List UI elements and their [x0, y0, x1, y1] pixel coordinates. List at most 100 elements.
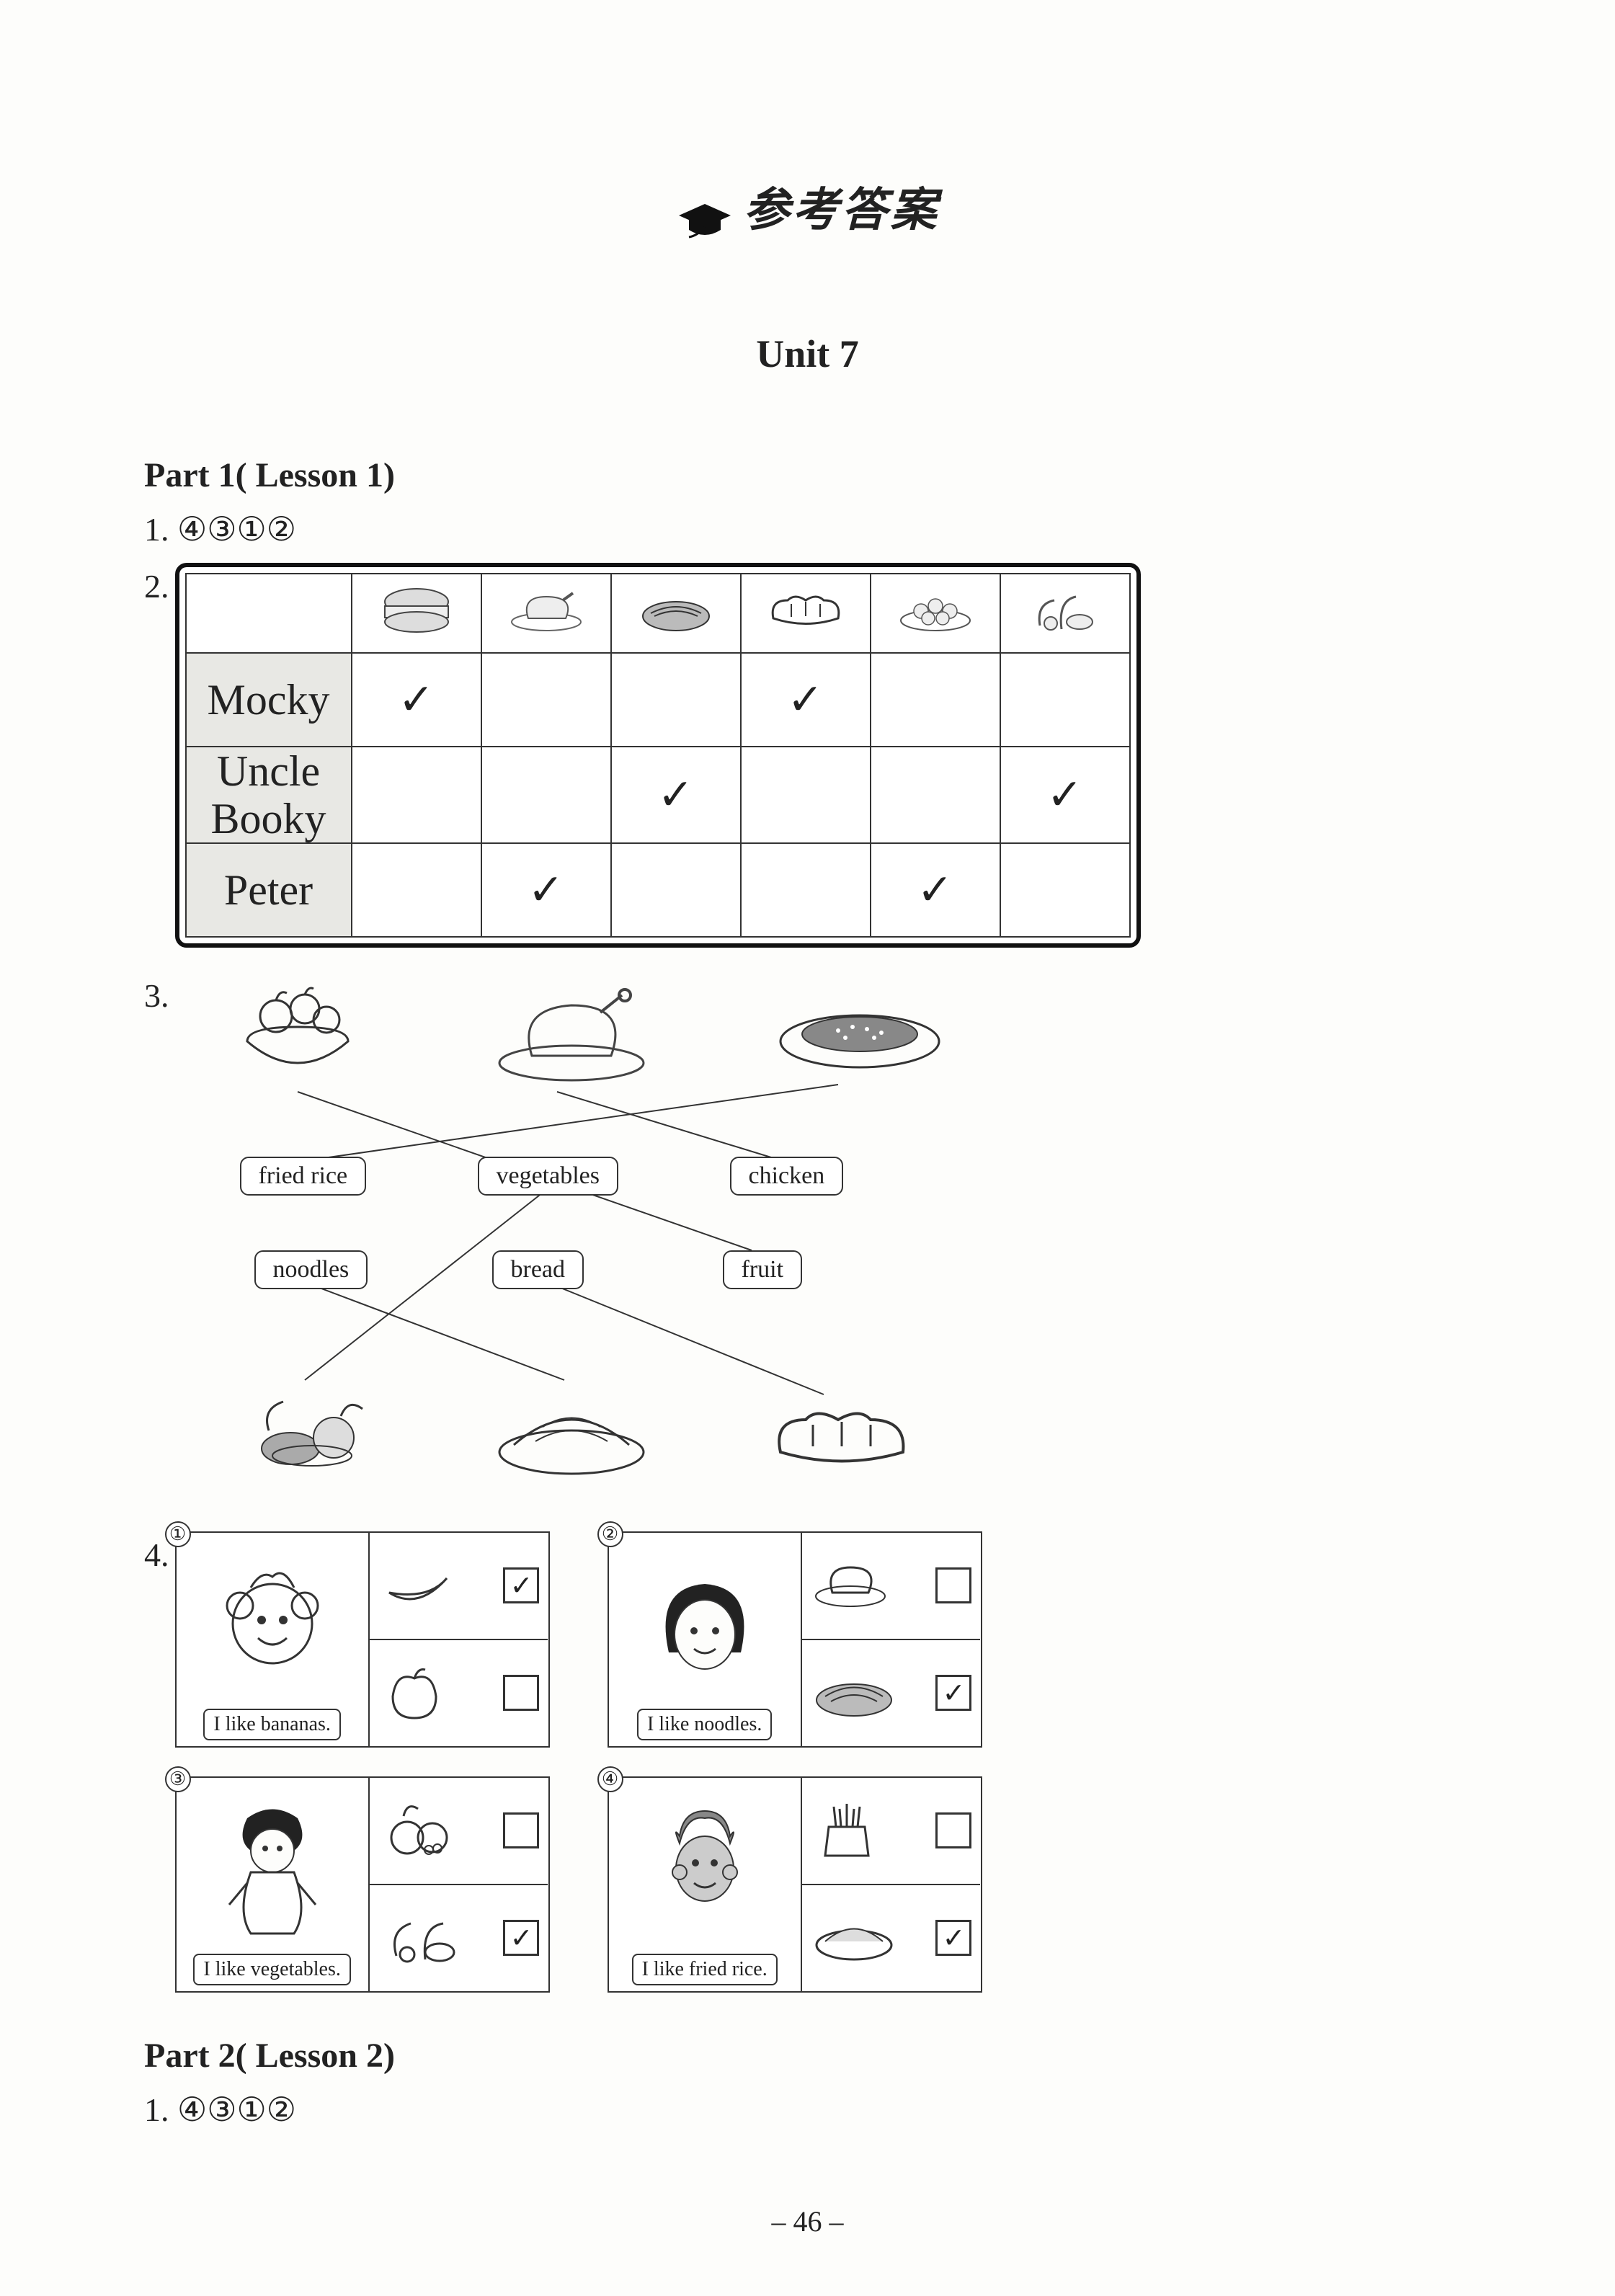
q2-cell [611, 843, 741, 937]
boy-icon [644, 1804, 766, 1948]
q2-cell [741, 843, 871, 937]
check-icon: ✓ [943, 1922, 966, 1954]
main-title: 参考答案 [744, 184, 940, 236]
q4-panel-4: ④ I like fried rice. ✓ [608, 1776, 982, 1993]
part1-q3: 3. fri [144, 976, 1471, 1495]
checkbox-checked: ✓ [503, 1567, 539, 1603]
q3-diagram: fried rice vegetables chicken noodles br… [175, 976, 1112, 1495]
q4-panel-2: ② I like noodles. ✓ [608, 1531, 982, 1748]
q4-caption: I like fried rice. [632, 1954, 778, 1985]
q4-option-top [802, 1778, 981, 1884]
q4-character: I like fried rice. [609, 1778, 802, 1991]
q4-options: ✓ [370, 1778, 548, 1991]
q2-cell: ✓ [481, 843, 611, 937]
checkbox-empty [935, 1567, 971, 1603]
q2-cell [741, 747, 871, 843]
q3-number: 3. [144, 976, 169, 1015]
part1-q4: 4. ① I like bananas. ✓ [144, 1531, 1471, 1993]
q2-row-mocky: Mocky ✓ ✓ [186, 653, 1130, 747]
apple-icon [378, 1660, 450, 1725]
part1-q1: 1. ④③①② [144, 510, 1471, 548]
banana-icon [378, 1560, 458, 1611]
check-icon: ✓ [657, 770, 693, 819]
q2-cell [352, 747, 481, 843]
q2-cell: ✓ [741, 653, 871, 747]
q4-options: ✓ [802, 1533, 981, 1746]
q2-row-peter: Peter ✓ ✓ [186, 843, 1130, 937]
q2-cell: ✓ [611, 747, 741, 843]
fries-icon [811, 1798, 883, 1863]
q4-caption: I like vegetables. [193, 1954, 350, 1985]
page: 参考答案 Unit 7 Part 1( Lesson 1) 1. ④③①② 2. [0, 0, 1615, 2296]
match-line [308, 1085, 838, 1160]
q2-name-mocky: Mocky [186, 653, 352, 747]
q2-cell: ✓ [352, 653, 481, 747]
q4-option-top [370, 1778, 548, 1884]
q2-food-chicken [481, 574, 611, 653]
chicken-icon [811, 1557, 890, 1614]
q2-food-noodles [611, 574, 741, 653]
q2-cell [352, 843, 481, 937]
p2-q1-answer-3: ① [237, 2091, 267, 2128]
fruit-basket-icon [226, 976, 370, 1095]
girl-icon [640, 1566, 770, 1703]
q4-option-bot: ✓ [802, 1639, 981, 1746]
vegetables-icon [378, 1905, 465, 1970]
checkbox-checked: ✓ [935, 1675, 971, 1711]
q4-caption: I like noodles. [637, 1709, 772, 1740]
q2-cell [1000, 843, 1130, 937]
q4-options: ✓ [370, 1533, 548, 1746]
q1-answer-1: ④ [177, 511, 207, 548]
q4-option-bot: ✓ [802, 1884, 981, 1991]
check-icon: ✓ [787, 675, 823, 724]
q4-option-top [802, 1533, 981, 1639]
q2-table-frame: Mocky ✓ ✓ Uncle Booky ✓ ✓ [175, 563, 1141, 948]
check-icon: ✓ [510, 1570, 533, 1602]
q2-row-uncle-booky: Uncle Booky ✓ ✓ [186, 747, 1130, 843]
q4-panel-3: ③ I like vegetables. ✓ [175, 1776, 550, 1993]
word-chicken: chicken [730, 1157, 844, 1196]
part1-q2: 2. Mocky ✓ ✓ [144, 563, 1471, 948]
q1-answer-2: ③ [207, 511, 236, 548]
q2-cell: ✓ [871, 843, 1000, 937]
graduation-cap-icon [676, 201, 734, 245]
fruits-icon [378, 1798, 458, 1863]
girl2-icon [208, 1804, 337, 1948]
checkbox-checked: ✓ [935, 1920, 971, 1956]
q2-table: Mocky ✓ ✓ Uncle Booky ✓ ✓ [185, 573, 1131, 938]
page-number: – 46 – [0, 2204, 1615, 2238]
word-bread: bread [492, 1250, 584, 1289]
vegetable-pile-icon [240, 1380, 384, 1485]
q2-food-dumplings [871, 574, 1000, 653]
word-fruit: fruit [723, 1250, 803, 1289]
q2-corner-cell [186, 574, 352, 653]
match-line [316, 1286, 564, 1380]
check-icon: ✓ [1046, 770, 1082, 819]
q2-number: 2. [144, 563, 169, 605]
q2-name-peter: Peter [186, 843, 352, 937]
check-icon: ✓ [943, 1677, 966, 1709]
part2-heading: Part 2( Lesson 2) [144, 2036, 1471, 2075]
check-icon: ✓ [528, 866, 564, 914]
q4-character: I like noodles. [609, 1533, 802, 1746]
q1-answer-4: ② [267, 511, 296, 548]
p2-q1-answer-1: ④ [177, 2091, 207, 2128]
check-icon: ✓ [398, 675, 434, 724]
q4-character: I like bananas. [177, 1533, 370, 1746]
q1-answer-3: ① [237, 511, 267, 548]
main-title-row: 参考答案 [144, 173, 1471, 245]
q1-number: 1. [144, 2091, 169, 2128]
monkey-icon [211, 1566, 334, 1703]
q2-food-hamburger [352, 574, 481, 653]
noodles-icon [811, 1664, 897, 1722]
checkbox-empty [503, 1675, 539, 1711]
part1-heading: Part 1( Lesson 1) [144, 455, 1471, 495]
rice-icon [811, 1909, 897, 1967]
part2-q1: 1. ④③①② [144, 2090, 1471, 2129]
q2-cell [1000, 653, 1130, 747]
match-line [557, 1092, 780, 1160]
q2-cell [481, 747, 611, 843]
q4-panel-1: ① I like bananas. ✓ [175, 1531, 550, 1748]
p2-q1-answer-4: ② [267, 2091, 296, 2128]
word-vegetables: vegetables [478, 1157, 619, 1196]
